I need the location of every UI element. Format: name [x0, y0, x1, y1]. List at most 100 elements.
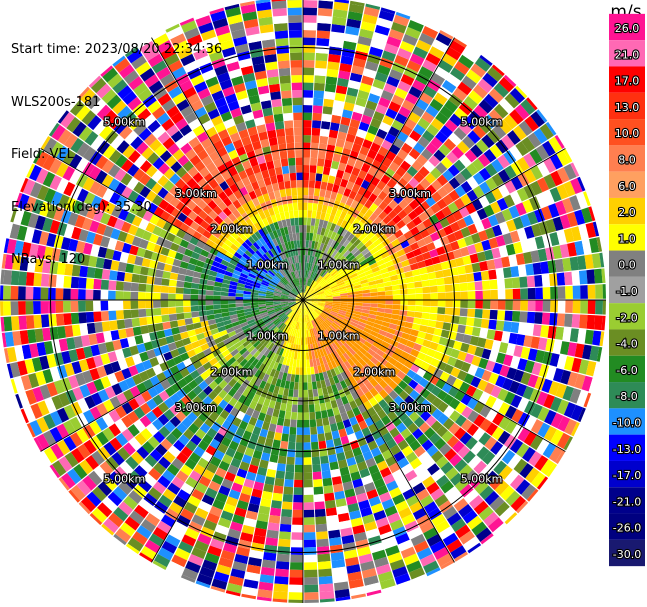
gate-cell: [216, 341, 226, 349]
gate-cell: [316, 538, 329, 548]
gate-cell: [378, 379, 388, 389]
gate-cell: [138, 218, 149, 230]
gate-cell: [138, 300, 146, 309]
gate-cell: [492, 224, 503, 237]
gate-cell: [268, 384, 276, 393]
gate-cell: [276, 553, 290, 563]
gate-cell: [436, 174, 449, 187]
gate-cell: [141, 230, 152, 241]
gate-cell: [472, 84, 488, 99]
gate-cell: [319, 250, 325, 259]
gate-cell: [501, 449, 516, 465]
gate-cell: [492, 124, 507, 139]
gate-cell: [453, 37, 467, 48]
gate-cell: [290, 180, 297, 189]
gate-cell: [373, 556, 389, 568]
gate-cell: [160, 307, 169, 315]
gate-cell: [242, 430, 252, 441]
gate-cell: [56, 178, 69, 194]
gate-cell: [305, 240, 310, 248]
gate-cell: [322, 371, 329, 380]
gate-cell: [308, 389, 314, 398]
gate-cell: [128, 365, 139, 377]
gate-cell: [287, 441, 296, 450]
gate-cell: [25, 389, 37, 405]
gate-cell: [92, 486, 107, 502]
gate-cell: [305, 352, 310, 360]
gate-cell: [368, 280, 377, 286]
gate-cell: [311, 135, 320, 144]
gate-cell: [123, 495, 138, 510]
gate-cell: [576, 390, 589, 407]
gate-cell: [243, 478, 255, 489]
range-ring-label: 1.00km: [318, 258, 360, 271]
gate-cell: [412, 46, 428, 59]
gate-cell: [464, 264, 474, 274]
gate-cell: [316, 306, 324, 311]
gate-cell: [477, 153, 491, 167]
gate-cell: [331, 307, 340, 312]
gate-cell: [377, 571, 394, 583]
gate-cell: [328, 281, 337, 287]
gate-cell: [450, 367, 461, 378]
gate-cell: [60, 236, 71, 251]
gate-cell: [311, 351, 316, 360]
gate-cell: [571, 314, 581, 328]
gate-cell: [243, 300, 251, 304]
gate-cell: [312, 203, 318, 212]
gate-cell: [200, 370, 210, 381]
gate-cell: [286, 318, 292, 326]
gate-cell: [281, 292, 289, 296]
gate-cell: [268, 168, 276, 177]
gate-cell: [174, 252, 184, 261]
gate-cell: [328, 266, 335, 274]
gate-cell: [345, 313, 353, 319]
gate-cell: [14, 240, 24, 256]
gate-cell: [454, 459, 468, 473]
gate-cell: [237, 312, 246, 318]
gate-cell: [465, 385, 477, 397]
gate-cell: [424, 381, 436, 393]
gate-cell: [205, 295, 214, 300]
gate-cell: [277, 60, 290, 69]
gate-cell: [450, 240, 460, 251]
gate-cell: [392, 155, 404, 167]
gate-cell: [343, 402, 352, 412]
gate-cell: [176, 452, 189, 464]
gate-cell: [168, 279, 177, 287]
gate-cell: [231, 482, 243, 493]
gate-cell: [317, 15, 332, 24]
gate-cell: [373, 196, 383, 207]
gate-cell: [245, 471, 257, 482]
gate-cell: [509, 87, 526, 104]
gate-cell: [586, 314, 596, 330]
gate-cell: [141, 390, 153, 403]
gate-cell: [258, 581, 274, 591]
gate-cell: [267, 309, 275, 314]
gate-cell: [439, 371, 451, 382]
gate-cell: [258, 505, 271, 515]
gate-cell: [23, 405, 36, 423]
gate-cell: [274, 329, 281, 337]
gate-cell: [525, 323, 535, 336]
gate-cell: [361, 75, 374, 86]
nrays-label: NRays: 120: [11, 252, 86, 267]
gate-cell: [462, 48, 479, 63]
gate-cell: [244, 311, 253, 316]
gate-cell: [412, 428, 424, 440]
gate-cell: [320, 211, 326, 221]
gate-cell: [265, 301, 274, 304]
gate-cell: [352, 447, 363, 457]
gate-cell: [363, 107, 375, 118]
gate-cell: [273, 301, 281, 304]
gate-cell: [453, 498, 469, 512]
gate-cell: [503, 194, 516, 208]
gate-cell: [321, 120, 331, 130]
gate-cell: [162, 270, 171, 279]
gate-cell: [265, 320, 273, 327]
gate-cell: [273, 15, 288, 25]
gate-cell: [49, 158, 63, 175]
gate-cell: [300, 247, 303, 256]
gate-cell: [321, 283, 329, 289]
gate-cell: [179, 261, 189, 269]
